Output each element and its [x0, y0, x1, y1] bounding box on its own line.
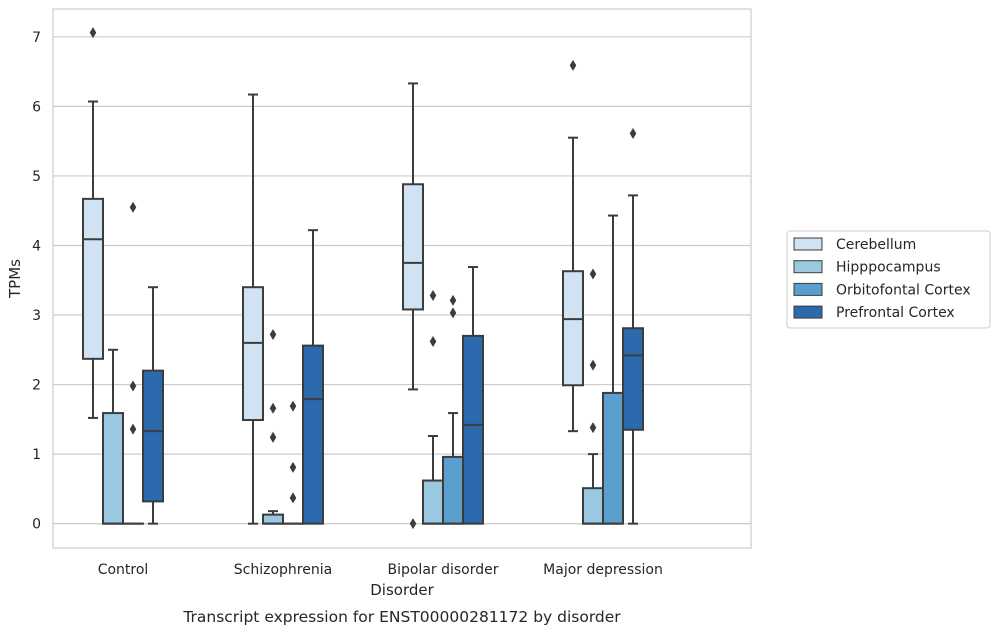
- y-axis-ticks: 0 1 2 3 4 5 6 7: [32, 30, 41, 533]
- outlier-point: [589, 359, 597, 371]
- box-body: [302, 344, 324, 525]
- y-tick-label: 6: [32, 99, 41, 115]
- x-tick-label: Major depression: [543, 562, 663, 578]
- box-body: [582, 487, 604, 525]
- box-body: [82, 197, 104, 360]
- box-2-2: [442, 412, 464, 525]
- legend-swatch: [793, 305, 823, 319]
- legend-label: Prefrontal Cortex: [836, 305, 955, 321]
- outlier-point: [589, 422, 597, 434]
- box-3-1: [302, 229, 324, 525]
- box-3-3: [622, 194, 644, 525]
- legend-label: Cerebellum: [836, 237, 916, 253]
- y-tick-label: 0: [32, 517, 41, 533]
- x-tick-label: Schizophrenia: [234, 562, 332, 578]
- chart-caption: Transcript expression for ENST0000028117…: [182, 608, 621, 626]
- box-body: [102, 412, 124, 525]
- outlier-point: [449, 294, 457, 306]
- legend-swatch: [793, 237, 823, 251]
- legend-frame: [786, 230, 991, 329]
- outlier-point: [269, 431, 277, 443]
- plot-frame: [52, 8, 752, 549]
- box-body: [142, 369, 164, 503]
- x-tick-label: Control: [98, 562, 149, 578]
- outlier-point: [89, 27, 97, 39]
- box-body: [442, 455, 464, 525]
- box-1-3: [582, 453, 604, 525]
- box-0-0: [82, 100, 104, 419]
- box-body: [622, 327, 644, 431]
- box-1-1: [262, 510, 284, 525]
- box-1-2: [422, 435, 444, 525]
- outlier-point: [409, 518, 417, 530]
- y-tick-label: 4: [32, 238, 41, 254]
- box-body: [402, 183, 424, 311]
- box-0-2: [402, 82, 424, 391]
- plot-area: [82, 27, 644, 530]
- outlier-point: [429, 290, 437, 302]
- outlier-point: [289, 400, 297, 412]
- legend-label: Orbitofontal Cortex: [836, 282, 971, 298]
- outlier-point: [289, 461, 297, 473]
- y-tick-label: 5: [32, 169, 41, 185]
- y-tick-label: 2: [32, 378, 41, 394]
- box-body: [562, 270, 584, 387]
- y-axis-title: TPMs: [6, 259, 24, 299]
- box-3-2: [462, 266, 484, 525]
- y-tick-label: 3: [32, 308, 41, 324]
- outlier-point: [129, 380, 137, 392]
- x-tick-label: Bipolar disorder: [387, 562, 498, 578]
- outlier-point: [429, 335, 437, 347]
- box-body: [422, 479, 444, 525]
- outlier-point: [269, 402, 277, 414]
- outlier-point: [269, 328, 277, 340]
- box-body: [262, 513, 284, 525]
- legend-swatch: [793, 282, 823, 296]
- box-3-0: [142, 286, 164, 525]
- box-body: [602, 391, 624, 525]
- outlier-point: [129, 201, 137, 213]
- box-2-3: [602, 214, 624, 525]
- y-tick-label: 7: [32, 30, 41, 46]
- outlier-point: [129, 423, 137, 435]
- box-body: [242, 286, 264, 422]
- outlier-point: [629, 127, 637, 139]
- x-axis-ticks: Control Schizophrenia Bipolar disorder Majo…: [98, 562, 663, 578]
- box-0-1: [242, 93, 264, 525]
- y-tick-label: 1: [32, 447, 41, 463]
- outlier-point: [449, 307, 457, 319]
- x-axis-title: Disorder: [370, 581, 434, 599]
- outlier-point: [589, 268, 597, 280]
- legend-swatch: [793, 260, 823, 274]
- box-1-0: [102, 348, 124, 525]
- box-0-3: [562, 136, 584, 433]
- outlier-point: [289, 492, 297, 504]
- box-body: [462, 334, 484, 525]
- legend-label: Hipppocampus: [836, 260, 941, 276]
- legend: Cerebellum Hipppocampus Orbitofontal Corte…: [786, 230, 991, 329]
- outlier-point: [569, 59, 577, 71]
